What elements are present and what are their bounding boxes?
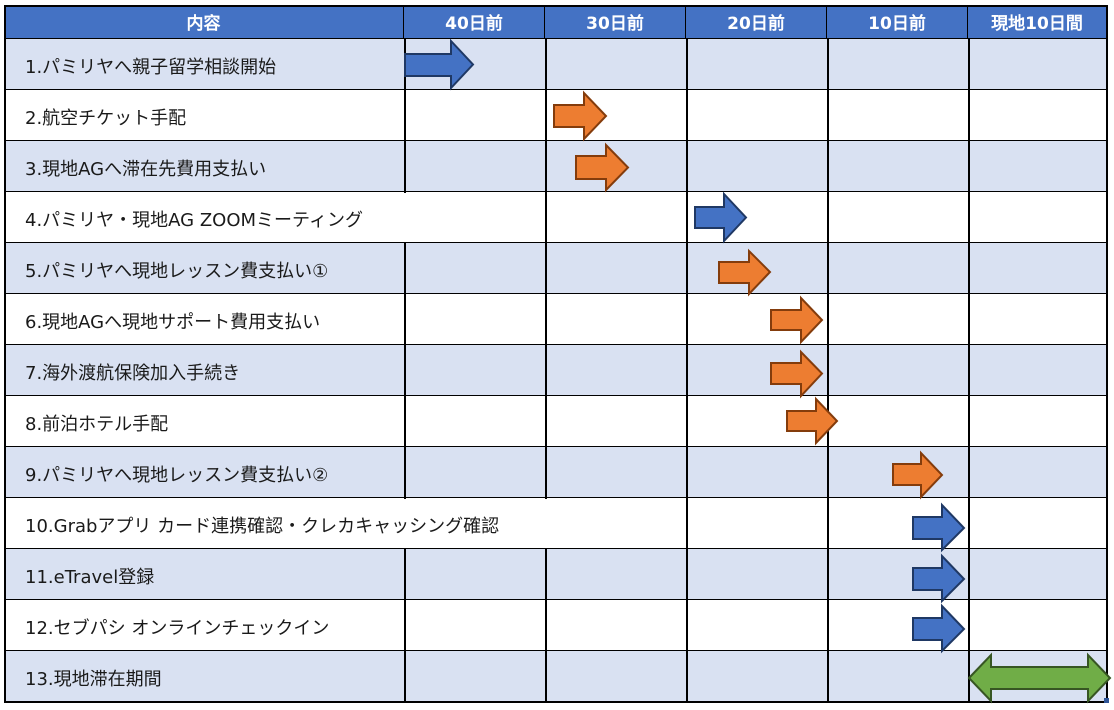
task-label: 10.Grabアプリ カード連携確認・クレカキャッシング確認	[25, 515, 500, 537]
right-arrow-icon[interactable]	[553, 90, 608, 142]
grid-line	[545, 39, 547, 499]
table-row[interactable]	[4, 243, 1108, 295]
right-arrow-icon[interactable]	[786, 396, 839, 446]
task-label: 5.パミリヤへ現地レッスン費支払い①	[25, 260, 329, 282]
grid-line	[827, 39, 829, 703]
right-arrow-icon[interactable]	[575, 142, 630, 193]
grid-line	[404, 243, 406, 499]
grid-line	[404, 549, 406, 703]
schedule-table: 内容 40日前 30日前 20日前 10日前 現地10日間 1.パミリヤへ親子留…	[4, 5, 1108, 703]
task-label: 12.セブパシ オンラインチェックイン	[25, 617, 330, 639]
task-label: 3.現地AGへ滞在先費用支払い	[25, 158, 267, 180]
task-label: 1.パミリヤへ親子留学相談開始	[25, 56, 277, 78]
table-row[interactable]	[4, 651, 1108, 703]
header-label: 20日前	[727, 14, 785, 34]
right-arrow-icon[interactable]	[404, 38, 475, 91]
task-label: 11.eTravel登録	[25, 566, 155, 588]
header-label: 10日前	[868, 14, 926, 34]
task-label: 8.前泊ホテル手配	[25, 413, 169, 435]
right-arrow-icon[interactable]	[912, 553, 966, 604]
grid-line	[545, 549, 547, 703]
table-row[interactable]	[4, 345, 1108, 397]
right-arrow-icon[interactable]	[770, 295, 824, 345]
double-arrow-icon[interactable]	[967, 652, 1112, 704]
task-label: 13.現地滞在期間	[25, 668, 162, 690]
right-arrow-icon[interactable]	[912, 603, 966, 654]
table-row[interactable]	[4, 396, 1108, 448]
header-content[interactable]: 内容	[4, 5, 405, 40]
right-arrow-icon[interactable]	[770, 349, 824, 399]
header-label: 内容	[186, 14, 221, 34]
task-label: 2.航空チケット手配	[25, 107, 187, 129]
right-arrow-icon[interactable]	[718, 248, 772, 297]
grid-line	[686, 39, 688, 703]
task-label: 4.パミリヤ・現地AG ZOOMミーティング	[25, 209, 363, 231]
task-label: 7.海外渡航保険加入手続き	[25, 362, 241, 384]
selection-handle[interactable]	[1104, 698, 1109, 703]
header-label: 現地10日間	[991, 14, 1083, 34]
header-label: 30日前	[586, 14, 644, 34]
task-label: 9.パミリヤへ現地レッスン費支払い②	[25, 464, 329, 486]
right-arrow-icon[interactable]	[912, 502, 966, 553]
table-row[interactable]	[4, 141, 1108, 193]
right-arrow-icon[interactable]	[694, 191, 748, 244]
task-label: 6.現地AGへ現地サポート費用支払い	[25, 311, 321, 333]
grid-line	[968, 39, 970, 703]
right-arrow-icon[interactable]	[892, 450, 944, 500]
header-label: 40日前	[445, 14, 503, 34]
grid-line	[404, 39, 406, 193]
table-row[interactable]	[4, 39, 1108, 91]
header-20-days-before[interactable]: 20日前	[686, 5, 828, 40]
